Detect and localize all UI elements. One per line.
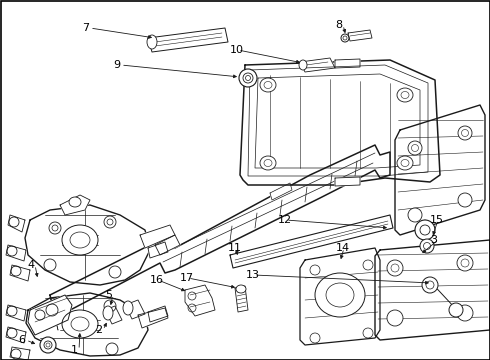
Polygon shape [140,225,175,248]
Polygon shape [335,177,360,186]
Ellipse shape [457,255,473,271]
Text: 6: 6 [18,335,25,345]
Polygon shape [375,240,490,340]
Polygon shape [6,305,26,321]
Polygon shape [25,205,150,285]
Text: 13: 13 [246,270,260,280]
Text: 16: 16 [150,275,164,285]
Ellipse shape [363,328,373,338]
Text: 15: 15 [430,215,444,225]
Polygon shape [10,265,30,281]
Polygon shape [230,215,393,268]
Text: 12: 12 [278,215,292,225]
Polygon shape [395,105,485,235]
Ellipse shape [387,260,403,276]
Polygon shape [155,235,180,255]
Ellipse shape [397,156,413,170]
Polygon shape [235,286,248,312]
Ellipse shape [40,337,56,353]
Polygon shape [148,242,168,258]
Ellipse shape [415,220,435,240]
Text: 2: 2 [95,325,102,335]
Ellipse shape [310,333,320,343]
Ellipse shape [310,265,320,275]
Ellipse shape [236,285,246,293]
Polygon shape [105,306,122,324]
Polygon shape [138,308,168,328]
Ellipse shape [426,281,434,289]
Text: 3: 3 [430,235,437,245]
Polygon shape [60,195,90,215]
Ellipse shape [239,69,257,87]
Polygon shape [28,295,72,335]
Ellipse shape [315,273,365,317]
Polygon shape [148,28,228,52]
Ellipse shape [44,341,52,349]
Polygon shape [185,285,215,316]
Ellipse shape [243,73,253,83]
Ellipse shape [449,303,463,317]
Text: 11: 11 [228,243,242,253]
Ellipse shape [420,239,434,253]
Polygon shape [8,215,25,232]
Polygon shape [300,248,380,345]
Polygon shape [270,183,292,200]
Ellipse shape [341,34,349,42]
Ellipse shape [147,35,157,49]
Ellipse shape [260,78,276,92]
Text: 8: 8 [335,20,342,30]
Ellipse shape [397,88,413,102]
Polygon shape [148,306,168,322]
Text: 7: 7 [82,23,89,33]
Polygon shape [6,327,26,343]
Ellipse shape [422,277,438,293]
Ellipse shape [103,306,113,320]
Ellipse shape [458,126,472,140]
Ellipse shape [299,60,307,70]
Ellipse shape [457,305,473,321]
Polygon shape [26,293,148,356]
Polygon shape [335,59,360,68]
Polygon shape [10,347,30,360]
Text: 9: 9 [113,60,120,70]
Ellipse shape [260,156,276,170]
Text: 17: 17 [180,273,194,283]
Ellipse shape [363,260,373,270]
Polygon shape [348,30,372,41]
Polygon shape [125,300,145,319]
Text: 1: 1 [71,345,78,355]
Ellipse shape [69,197,81,207]
Ellipse shape [458,193,472,207]
Polygon shape [300,58,335,72]
Ellipse shape [387,310,403,326]
Ellipse shape [408,141,422,155]
Text: 10: 10 [230,45,244,55]
Text: 4: 4 [27,260,34,270]
Ellipse shape [62,310,98,338]
Polygon shape [240,60,440,185]
Polygon shape [50,145,390,318]
Polygon shape [6,245,26,261]
Ellipse shape [62,225,98,255]
Text: 14: 14 [336,243,350,253]
Ellipse shape [408,208,422,222]
Ellipse shape [420,225,430,235]
Ellipse shape [123,301,133,315]
Text: 5: 5 [105,290,112,300]
